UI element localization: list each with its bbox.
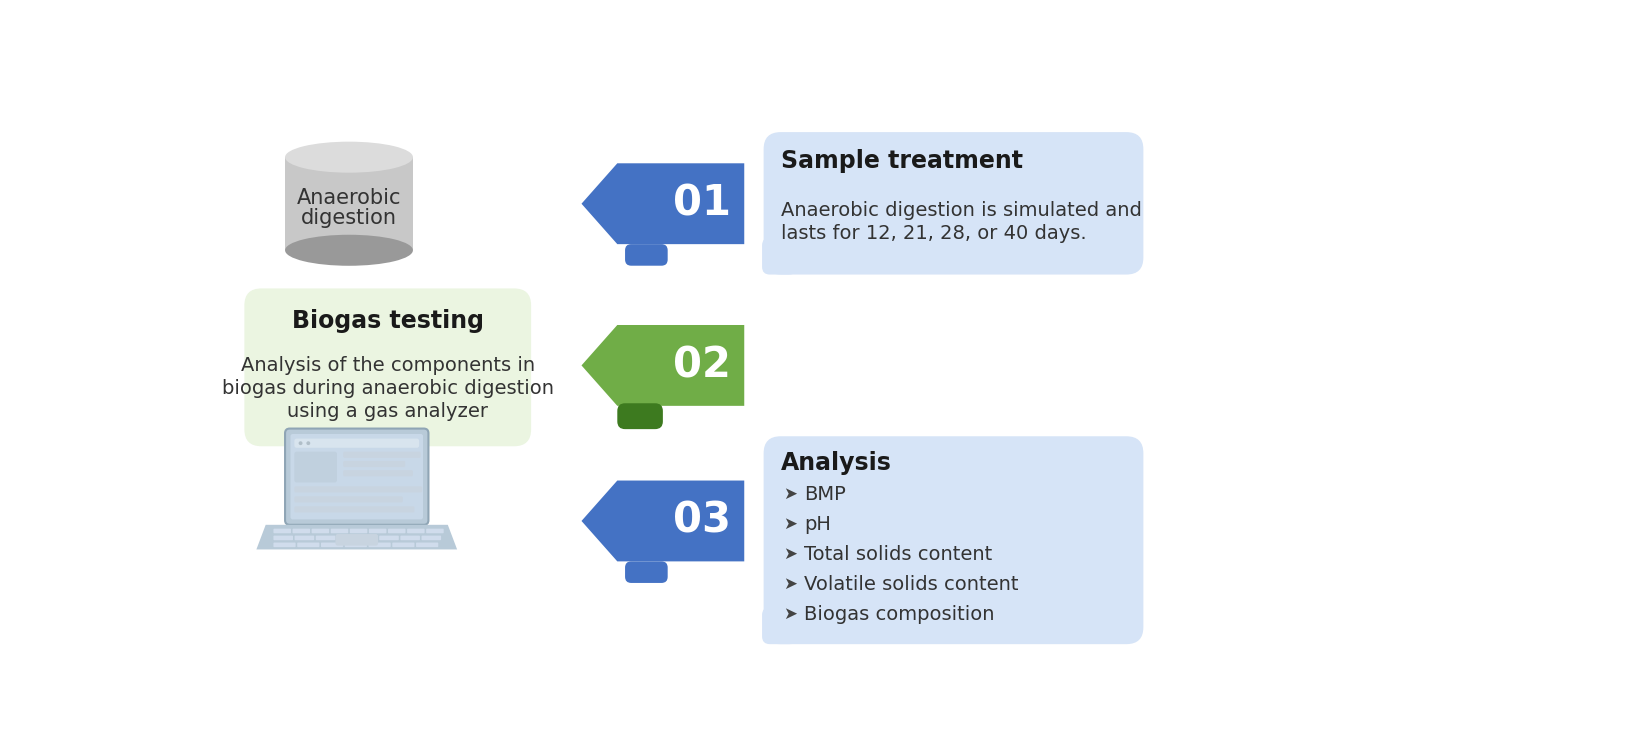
Ellipse shape (285, 235, 413, 266)
FancyBboxPatch shape (344, 452, 421, 458)
FancyBboxPatch shape (344, 470, 413, 476)
Text: 02: 02 (673, 344, 730, 387)
FancyBboxPatch shape (388, 529, 406, 533)
FancyBboxPatch shape (273, 542, 296, 547)
FancyBboxPatch shape (762, 607, 796, 644)
Ellipse shape (285, 141, 413, 173)
Ellipse shape (306, 441, 311, 445)
Text: ➤: ➤ (783, 575, 796, 593)
FancyBboxPatch shape (337, 536, 357, 540)
Text: Anaerobic digestion is simulated and: Anaerobic digestion is simulated and (781, 201, 1142, 220)
Text: 03: 03 (673, 500, 730, 542)
Polygon shape (257, 525, 457, 550)
FancyBboxPatch shape (350, 529, 367, 533)
FancyBboxPatch shape (345, 542, 367, 547)
FancyBboxPatch shape (311, 529, 329, 533)
FancyBboxPatch shape (763, 436, 1143, 644)
FancyBboxPatch shape (273, 529, 291, 533)
FancyBboxPatch shape (421, 536, 441, 540)
Text: Analysis: Analysis (781, 451, 892, 475)
Ellipse shape (299, 441, 303, 445)
Text: ➤: ➤ (783, 545, 796, 563)
Text: using a gas analyzer: using a gas analyzer (288, 402, 489, 421)
FancyBboxPatch shape (273, 536, 293, 540)
FancyBboxPatch shape (245, 289, 531, 447)
FancyBboxPatch shape (294, 452, 337, 482)
Text: Analysis of the components in: Analysis of the components in (240, 356, 535, 375)
Text: digestion: digestion (301, 208, 396, 227)
FancyBboxPatch shape (294, 438, 419, 448)
FancyBboxPatch shape (294, 486, 423, 492)
FancyBboxPatch shape (359, 536, 378, 540)
FancyBboxPatch shape (368, 542, 392, 547)
FancyBboxPatch shape (331, 529, 349, 533)
FancyBboxPatch shape (321, 542, 344, 547)
FancyBboxPatch shape (294, 536, 314, 540)
Text: lasts for 12, 21, 28, or 40 days.: lasts for 12, 21, 28, or 40 days. (781, 224, 1086, 243)
FancyBboxPatch shape (380, 536, 398, 540)
FancyBboxPatch shape (763, 132, 1143, 275)
Text: Anaerobic: Anaerobic (296, 188, 401, 207)
FancyBboxPatch shape (392, 542, 415, 547)
Text: Volatile solids content: Volatile solids content (804, 574, 1018, 594)
Text: Sample treatment: Sample treatment (781, 150, 1023, 174)
Text: ➤: ➤ (783, 485, 796, 503)
FancyBboxPatch shape (316, 536, 336, 540)
FancyBboxPatch shape (298, 542, 319, 547)
FancyBboxPatch shape (294, 497, 403, 503)
Text: ➤: ➤ (783, 515, 796, 533)
Text: Biogas composition: Biogas composition (804, 604, 995, 624)
FancyBboxPatch shape (625, 244, 668, 266)
FancyBboxPatch shape (617, 403, 663, 429)
Text: Biogas testing: Biogas testing (291, 309, 484, 333)
Text: biogas during anaerobic digestion: biogas during anaerobic digestion (222, 379, 554, 398)
Text: pH: pH (804, 515, 831, 533)
Text: 01: 01 (673, 183, 730, 224)
FancyBboxPatch shape (426, 529, 444, 533)
FancyBboxPatch shape (291, 434, 423, 519)
Polygon shape (581, 480, 744, 562)
FancyBboxPatch shape (344, 461, 405, 467)
FancyBboxPatch shape (625, 562, 668, 583)
FancyBboxPatch shape (762, 238, 796, 275)
Text: ➤: ➤ (783, 605, 796, 623)
FancyBboxPatch shape (368, 529, 387, 533)
Polygon shape (581, 325, 744, 406)
FancyBboxPatch shape (406, 529, 424, 533)
FancyBboxPatch shape (285, 429, 428, 525)
Text: Total solids content: Total solids content (804, 545, 992, 563)
FancyBboxPatch shape (336, 534, 378, 545)
FancyBboxPatch shape (293, 529, 309, 533)
Text: BMP: BMP (804, 485, 846, 503)
FancyBboxPatch shape (294, 506, 415, 512)
Bar (285, 157, 413, 251)
FancyBboxPatch shape (400, 536, 419, 540)
Polygon shape (581, 163, 744, 244)
FancyBboxPatch shape (416, 542, 438, 547)
